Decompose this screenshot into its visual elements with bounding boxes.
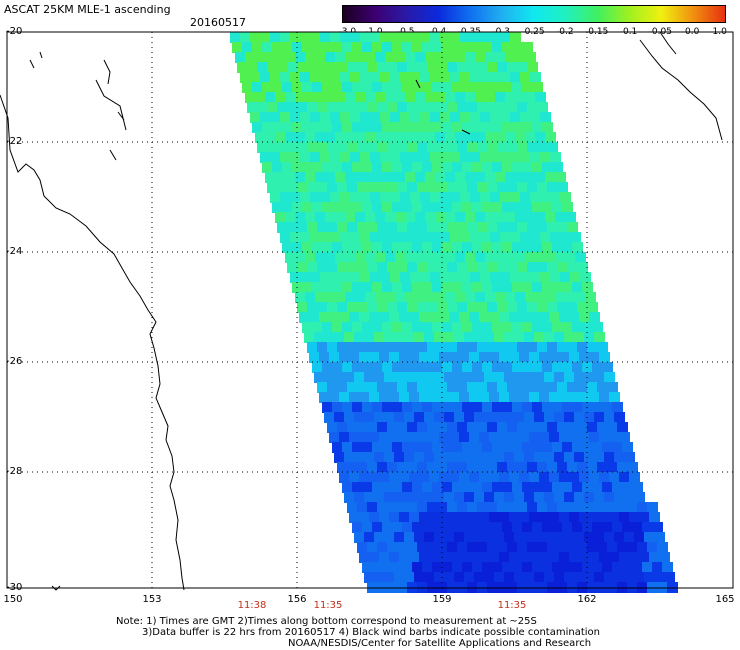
swath-time-label: 11:35	[313, 600, 343, 611]
longitude-label: 156	[287, 594, 307, 605]
latitude-label: -24	[6, 246, 23, 257]
longitude-label: 162	[577, 594, 597, 605]
swath-time-label: 11:35	[497, 600, 527, 611]
longitude-label: 153	[142, 594, 162, 605]
longitude-label: 150	[3, 594, 23, 605]
latitude-label: -30	[6, 582, 23, 593]
swath-time-label: 11:38	[237, 600, 267, 611]
ascat-swath	[230, 32, 678, 593]
note-line-2: 3)Data buffer is 22 hrs from 20160517 4)…	[142, 627, 600, 638]
map-date: 20160517	[190, 16, 246, 29]
lat-lon-grid	[7, 32, 733, 588]
note-line-1: Note: 1) Times are GMT 2)Times along bot…	[116, 616, 537, 627]
note-line-3: NOAA/NESDIS/Center for Satellite Applica…	[288, 638, 592, 649]
longitude-label: 159	[432, 594, 452, 605]
longitude-label: 165	[715, 594, 735, 605]
latitude-label: -26	[6, 356, 23, 367]
latitude-label: -28	[6, 466, 23, 477]
latitude-label: -20	[6, 26, 23, 37]
coastline	[0, 31, 723, 591]
latitude-label: -22	[6, 136, 23, 147]
map-title: ASCAT 25KM MLE-1 ascending	[4, 3, 171, 16]
color-scale-bar	[342, 5, 726, 23]
